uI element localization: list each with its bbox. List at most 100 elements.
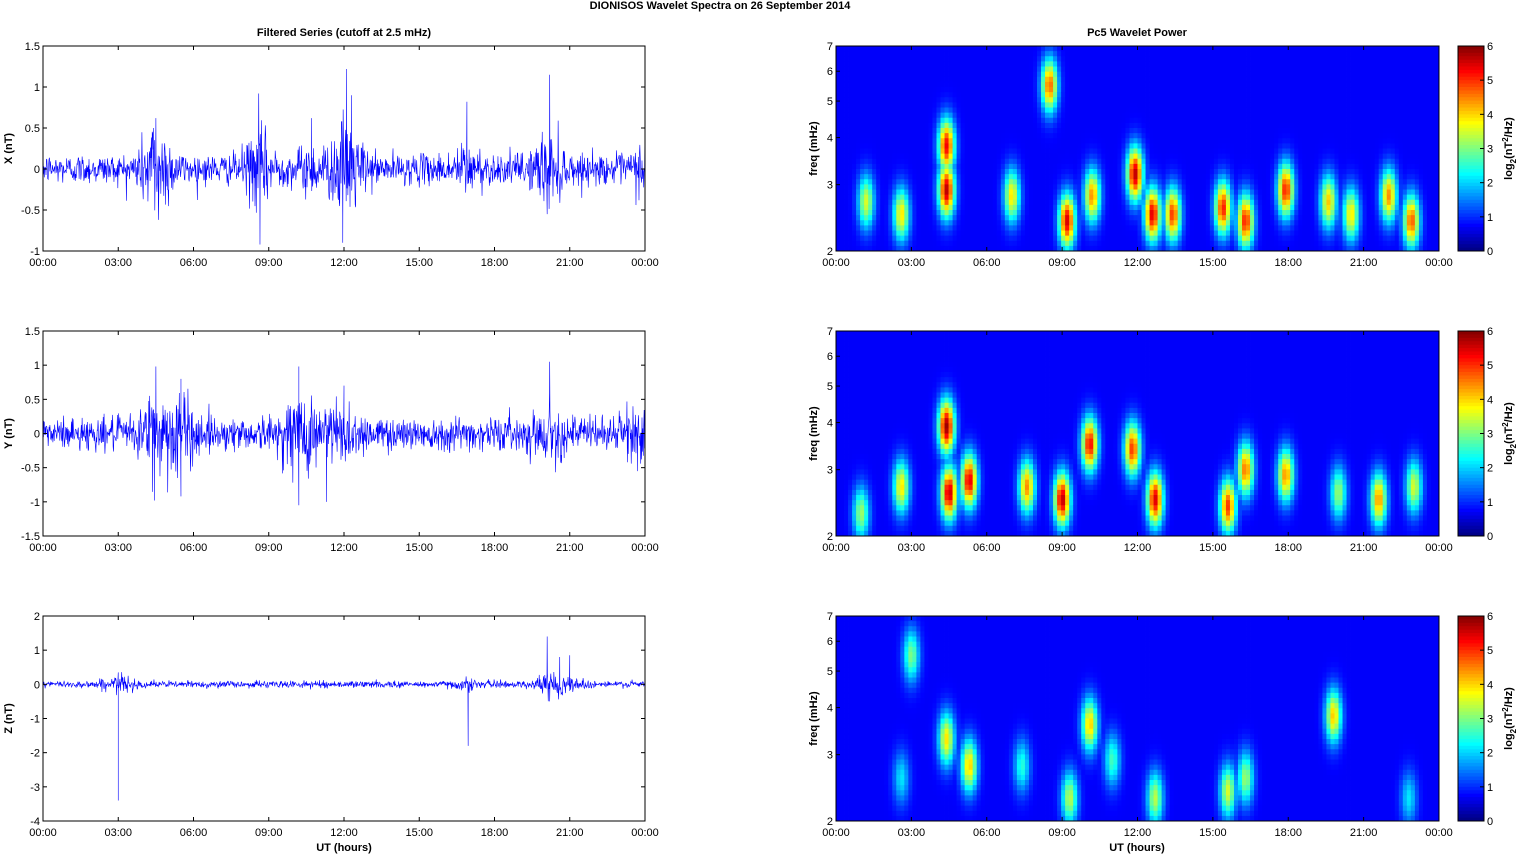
heatmap-cell xyxy=(1278,51,1283,57)
heatmap-cell xyxy=(920,97,925,103)
heatmap-cell xyxy=(1318,81,1323,88)
heatmap-cell xyxy=(836,189,841,196)
heatmap-cell xyxy=(872,128,877,134)
heatmap-cell xyxy=(1302,112,1307,119)
heatmap-cell xyxy=(996,107,1002,114)
heatmap-cell xyxy=(980,76,986,83)
heatmap-cell xyxy=(880,199,885,206)
heatmap-cell xyxy=(1065,66,1070,73)
heatmap-cell xyxy=(1105,87,1110,93)
heatmap-cell xyxy=(864,107,869,114)
heatmap-cell xyxy=(944,92,949,98)
heatmap-cell xyxy=(1238,133,1243,139)
heatmap-cell xyxy=(904,184,909,190)
heatmap-cell xyxy=(1133,76,1138,83)
heatmap-cell xyxy=(1221,163,1227,170)
heatmap-cell xyxy=(1173,230,1179,237)
heatmap-cell xyxy=(1093,210,1098,216)
heatmap-cell xyxy=(1105,56,1110,62)
heatmap-cell xyxy=(1028,46,1034,52)
heatmap-cell xyxy=(1250,184,1255,190)
heatmap-cell xyxy=(1229,56,1235,62)
heatmap-cell xyxy=(948,61,953,67)
heatmap-cell xyxy=(1274,230,1279,237)
heatmap-cell xyxy=(1081,97,1086,103)
heatmap-cell xyxy=(892,240,897,247)
heatmap-cell xyxy=(1101,174,1106,180)
heatmap-cell xyxy=(1169,138,1175,144)
heatmap-cell xyxy=(1266,56,1271,62)
heatmap-cell xyxy=(1069,112,1074,119)
heatmap-cell xyxy=(972,122,978,129)
heatmap-cell xyxy=(1197,153,1203,160)
heatmap-cell xyxy=(948,87,953,93)
heatmap-cell xyxy=(1097,184,1102,190)
heatmap-cell xyxy=(1093,179,1098,185)
heatmap-cell xyxy=(1061,92,1066,98)
heatmap-cell xyxy=(856,169,861,175)
heatmap-cell xyxy=(860,46,865,52)
heatmap-cell xyxy=(1041,128,1046,134)
heatmap-cell xyxy=(932,81,937,88)
heatmap-cell xyxy=(1298,138,1303,144)
heatmap-cell xyxy=(848,102,853,108)
heatmap-cell xyxy=(1057,87,1062,93)
heatmap-cell xyxy=(856,107,861,114)
heatmap-cell xyxy=(836,220,841,226)
heatmap-cell xyxy=(1169,204,1175,211)
heatmap-cell xyxy=(1189,174,1195,180)
heatmap-cell xyxy=(964,179,970,185)
heatmap-cell xyxy=(1121,210,1126,216)
heatmap-cell xyxy=(988,148,994,155)
heatmap-cell xyxy=(960,122,966,129)
heatmap-cell xyxy=(880,56,885,62)
heatmap-cell xyxy=(1205,174,1211,180)
heatmap-cell xyxy=(956,220,962,226)
heatmap-cell xyxy=(1258,97,1263,103)
heatmap-cell xyxy=(1233,92,1239,98)
heatmap-cell xyxy=(1085,220,1090,226)
heatmap-cell xyxy=(1278,184,1283,190)
heatmap-cell xyxy=(928,204,933,211)
heatmap-cell xyxy=(1274,51,1279,57)
heatmap-cell xyxy=(968,133,974,139)
heatmap-cell xyxy=(920,230,925,237)
heatmap-cell xyxy=(1318,204,1323,211)
heatmap-cell xyxy=(1016,66,1022,73)
heatmap-cell xyxy=(904,225,909,231)
heatmap-cell xyxy=(856,71,861,78)
heatmap-cell xyxy=(952,107,957,114)
heatmap-cell xyxy=(924,199,929,206)
heatmap-cell xyxy=(1093,189,1098,196)
heatmap-cell xyxy=(1024,122,1030,129)
heatmap-cell xyxy=(1073,138,1078,144)
heatmap-cell xyxy=(880,143,885,149)
heatmap-cell xyxy=(1278,128,1283,134)
heatmap-cell xyxy=(1117,235,1122,242)
heatmap-cell xyxy=(1057,230,1062,237)
heatmap-cell xyxy=(1085,153,1090,160)
heatmap-cell xyxy=(1037,133,1042,139)
heatmap-cell xyxy=(992,122,998,129)
heatmap-cell xyxy=(1310,92,1315,98)
heatmap-cell xyxy=(1093,163,1098,170)
heatmap-cell xyxy=(888,122,893,129)
heatmap-cell xyxy=(1049,153,1054,160)
heatmap-cell xyxy=(848,61,853,67)
heatmap-cell xyxy=(1238,87,1243,93)
heatmap-cell xyxy=(1125,153,1130,160)
heatmap-cell xyxy=(1008,169,1014,175)
heatmap-cell xyxy=(896,163,901,170)
heatmap-cell xyxy=(920,61,925,67)
heatmap-cell xyxy=(1085,117,1090,124)
heatmap-cell xyxy=(1145,61,1150,67)
heatmap-cell xyxy=(1221,51,1227,57)
heatmap-cell xyxy=(952,194,957,201)
heatmap-cell xyxy=(1157,71,1163,78)
heatmap-cell xyxy=(1109,153,1114,160)
heatmap-cell xyxy=(1057,199,1062,206)
heatmap-cell xyxy=(984,143,990,149)
heatmap-cell xyxy=(1246,97,1251,103)
heatmap-cell xyxy=(956,92,962,98)
heatmap-cell xyxy=(932,210,937,216)
